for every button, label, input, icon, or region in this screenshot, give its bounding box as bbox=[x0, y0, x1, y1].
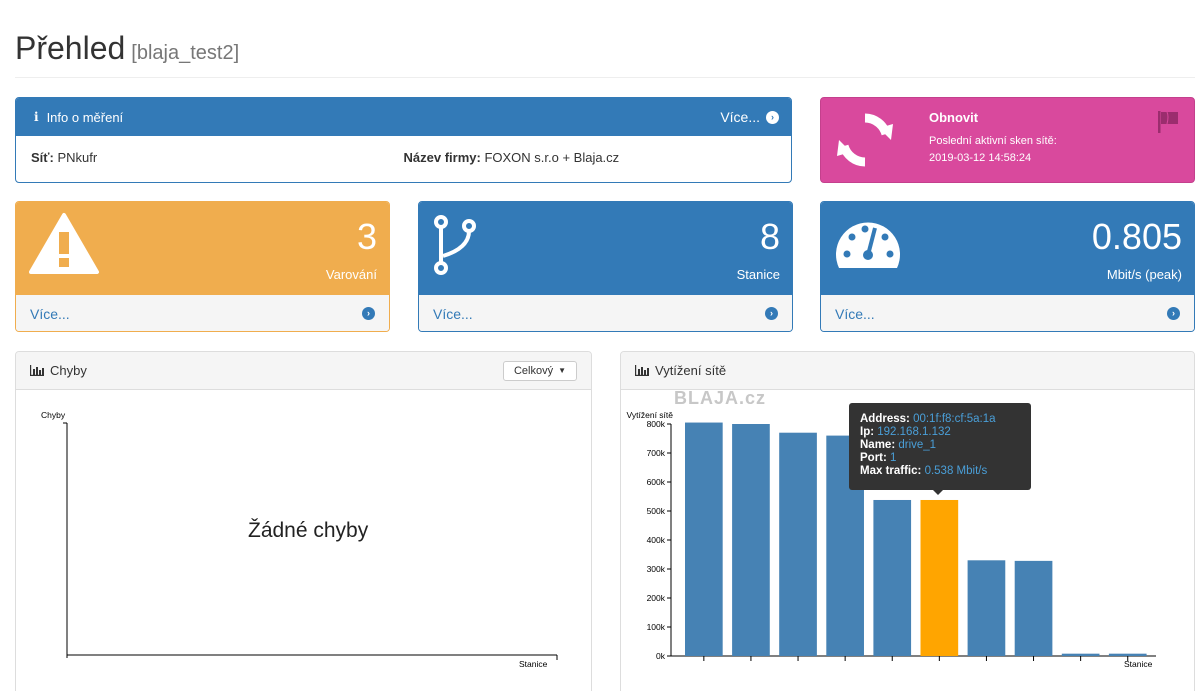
tooltip-ip-label: Ip: bbox=[860, 426, 875, 438]
info-panel: i Info o měření Více... › Síť: PNkufr Ná… bbox=[15, 97, 792, 183]
refresh-panel[interactable]: Obnovit Poslední aktivní sken sítě: 2019… bbox=[820, 97, 1195, 183]
page-title: Přehled bbox=[15, 30, 126, 66]
traffic-x-axis-label: Stanice bbox=[1124, 659, 1153, 669]
tooltip-port-label: Port: bbox=[860, 452, 887, 464]
tooltip-port: 1 bbox=[890, 452, 897, 464]
traffic-bar[interactable] bbox=[685, 422, 723, 656]
y-tick-label: 200k bbox=[647, 593, 666, 603]
traffic-bar[interactable] bbox=[779, 432, 817, 656]
page-subtitle: [blaja_test2] bbox=[131, 42, 240, 64]
code-fork-icon bbox=[434, 215, 476, 275]
warnings-more-label: Více... bbox=[30, 305, 70, 322]
warnings-label: Varování bbox=[325, 267, 377, 282]
tooltip-address-label: Address: bbox=[860, 413, 910, 425]
errors-chart: Chyby Stanice bbox=[41, 410, 558, 669]
warnings-count: 3 bbox=[356, 216, 377, 257]
info-panel-title: Info o měření bbox=[46, 109, 124, 125]
refresh-timestamp: 2019-03-12 14:58:24 bbox=[929, 152, 1032, 164]
y-tick-label: 100k bbox=[647, 622, 666, 632]
traffic-panel: Vytížení sítě BLAJA.cz Vytížení sítě Sta… bbox=[620, 351, 1195, 691]
dashboard-gauge-icon bbox=[836, 222, 900, 268]
refresh-title: Obnovit bbox=[929, 110, 979, 125]
speed-value: 0.805 bbox=[1091, 216, 1182, 257]
traffic-bar[interactable] bbox=[732, 424, 770, 656]
traffic-chart: Vytížení sítě Stanice 0k 100k 200k 300k 400k… bbox=[627, 410, 1156, 669]
caret-down-icon: ▼ bbox=[558, 366, 566, 375]
speed-more-label: Více... bbox=[835, 305, 875, 322]
y-tick-label: 700k bbox=[647, 448, 666, 458]
tooltip-ip: 192.168.1.132 bbox=[877, 426, 951, 438]
errors-panel: Chyby Celkový ▼ Chyby Stanice Žádné chyb… bbox=[15, 351, 592, 691]
warnings-more-link[interactable]: Více... › bbox=[16, 294, 389, 331]
tooltip-traffic-label: Max traffic: bbox=[860, 465, 922, 477]
network-value: PNkufr bbox=[57, 150, 98, 165]
traffic-panel-title: Vytížení sítě bbox=[655, 363, 727, 378]
warnings-panel: 3 Varování Více... › bbox=[15, 201, 390, 332]
tooltip-traffic: 0.538 Mbit/s bbox=[924, 465, 988, 477]
stations-more-label: Více... bbox=[433, 305, 473, 322]
flag-icon bbox=[1158, 111, 1178, 133]
errors-y-axis-label: Chyby bbox=[41, 410, 66, 420]
stations-panel: 8 Stanice Více... › bbox=[418, 201, 793, 332]
circle-arrow-right-icon: › bbox=[1167, 307, 1180, 320]
traffic-bar[interactable] bbox=[1014, 560, 1053, 656]
traffic-bar[interactable] bbox=[1108, 653, 1147, 656]
y-tick-label: 300k bbox=[647, 564, 666, 574]
warning-icon bbox=[29, 213, 99, 274]
circle-arrow-right-icon: › bbox=[765, 307, 778, 320]
traffic-bar[interactable] bbox=[967, 560, 1006, 656]
info-more-label: Více... bbox=[720, 109, 760, 125]
tooltip-name-label: Name: bbox=[860, 439, 896, 451]
y-tick-label: 600k bbox=[647, 477, 666, 487]
tooltip-address: 00:1f:f8:cf:5a:1a bbox=[913, 413, 996, 425]
info-more-link[interactable]: Více... › bbox=[720, 109, 779, 125]
traffic-y-axis-label: Vytížení sítě bbox=[627, 410, 674, 420]
circle-arrow-right-icon: › bbox=[362, 307, 375, 320]
stations-label: Stanice bbox=[736, 267, 780, 282]
traffic-bar[interactable] bbox=[873, 499, 912, 656]
info-icon: i bbox=[34, 110, 39, 124]
network-info: Síť: PNkufr bbox=[31, 150, 404, 165]
stations-count: 8 bbox=[759, 216, 780, 257]
company-label: Název firmy: bbox=[403, 150, 481, 165]
errors-panel-title: Chyby bbox=[50, 363, 87, 378]
bar-chart-icon bbox=[635, 365, 649, 376]
network-label: Síť: bbox=[31, 150, 54, 165]
info-panel-header: i Info o měření Více... › bbox=[16, 98, 791, 136]
bar-chart-icon bbox=[30, 365, 44, 376]
traffic-bar[interactable] bbox=[920, 499, 959, 656]
company-info: Název firmy: FOXON s.r.o + Blaja.cz bbox=[404, 150, 777, 165]
y-tick-label: 500k bbox=[647, 506, 666, 516]
tooltip-name: drive_1 bbox=[898, 439, 937, 451]
errors-x-axis-label: Stanice bbox=[519, 659, 548, 669]
traffic-tooltip: Address: 00:1f:f8:cf:5a:1a Ip: 192.168.1… bbox=[849, 403, 1031, 490]
no-errors-message: Žádné chyby bbox=[248, 519, 369, 542]
y-tick-label: 400k bbox=[647, 535, 666, 545]
tooltip-arrow bbox=[933, 490, 943, 495]
stations-more-link[interactable]: Více... › bbox=[419, 294, 792, 331]
y-tick-label: 0k bbox=[656, 651, 666, 661]
refresh-icon bbox=[837, 113, 893, 167]
speed-more-link[interactable]: Více... › bbox=[821, 294, 1194, 331]
errors-filter-dropdown[interactable]: Celkový ▼ bbox=[502, 360, 577, 381]
speed-panel: 0.805 Mbit/s (peak) Více... › bbox=[820, 201, 1195, 332]
refresh-subtitle: Poslední aktivní sken sítě: bbox=[929, 135, 1057, 147]
page-header: Přehled [blaja_test2] bbox=[15, 30, 1195, 78]
circle-arrow-right-icon: › bbox=[766, 110, 779, 124]
traffic-bar[interactable] bbox=[1061, 653, 1100, 656]
speed-label: Mbit/s (peak) bbox=[1106, 267, 1182, 282]
errors-filter-value: Celkový bbox=[513, 364, 554, 377]
watermark: BLAJA.cz bbox=[674, 388, 767, 408]
y-tick-label: 800k bbox=[647, 419, 666, 429]
company-value: FOXON s.r.o + Blaja.cz bbox=[484, 150, 620, 165]
